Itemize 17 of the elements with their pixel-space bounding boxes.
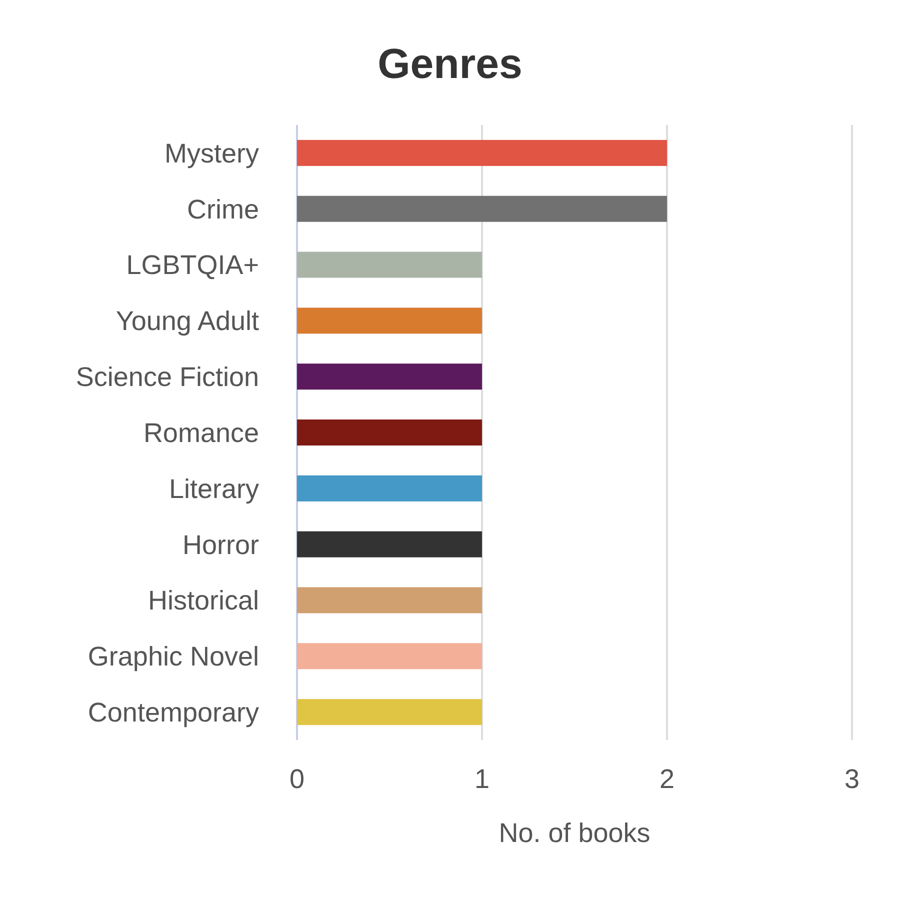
y-tick-label: Historical — [148, 586, 259, 616]
y-tick-label: Crime — [187, 194, 259, 224]
x-tick-label: 3 — [844, 764, 860, 794]
y-tick-label: Contemporary — [88, 697, 260, 728]
x-tick-label: 1 — [474, 764, 490, 794]
y-tick-label: LGBTQIA+ — [126, 250, 259, 280]
y-tick-label: Horror — [182, 530, 259, 560]
x-axis-title: No. of books — [498, 818, 650, 848]
y-tick-label: Mystery — [164, 138, 260, 168]
x-tick-label: 2 — [659, 764, 675, 794]
y-tick-label: Graphic Novel — [88, 642, 259, 672]
x-tick-label: 0 — [289, 764, 305, 794]
y-tick-label: Literary — [168, 474, 260, 504]
y-tick-label: Young Adult — [116, 306, 260, 336]
y-tick-label: Romance — [143, 418, 259, 448]
y-tick-label: Science Fiction — [76, 362, 259, 392]
chart-title: Genres — [378, 40, 522, 87]
